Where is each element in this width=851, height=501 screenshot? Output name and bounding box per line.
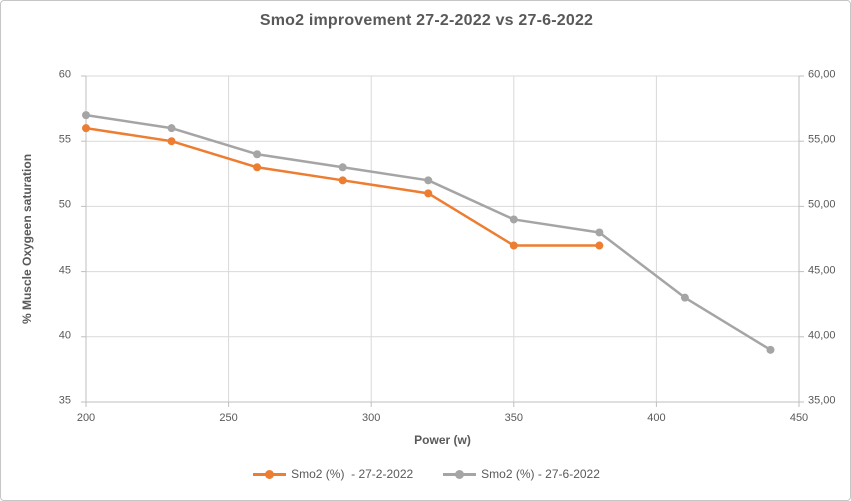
y-axis-tick-label-left: 35 (58, 394, 71, 407)
data-point-marker (595, 241, 604, 250)
data-point-marker (338, 163, 347, 172)
legend-line-marker-icon (443, 469, 477, 479)
y-axis-tick-label-right: 50,00 (808, 198, 836, 211)
legend-item: Smo2 (%) - 27-2-2022 (253, 467, 413, 481)
y-axis-tick-label-left: 60 (58, 68, 71, 81)
x-axis-tick-label: 400 (647, 412, 666, 424)
x-axis-tick-label: 200 (76, 412, 96, 424)
x-axis-tick-label: 350 (504, 412, 523, 424)
data-point-marker (424, 176, 433, 185)
data-point-marker (509, 241, 518, 250)
legend-item: Smo2 (%) - 27-6-2022 (443, 467, 600, 481)
y-axis-tick-label-left: 50 (58, 198, 71, 211)
chart-title: Smo2 improvement 27-2-2022 vs 27-6-2022 (259, 12, 594, 29)
x-axis-tick-label: 300 (362, 412, 381, 424)
y-axis-tick-label-right: 35,00 (808, 394, 836, 407)
y-axis-tick-label-left: 45 (58, 264, 71, 277)
data-point-marker (338, 176, 347, 185)
data-point-marker (167, 137, 176, 146)
series-line (84, 113, 772, 352)
y-axis-tick-label-right: 45,00 (808, 264, 836, 277)
y-axis-tick-label-right: 60,00 (808, 68, 836, 81)
legend: Smo2 (%) - 27-2-2022 Smo2 (%) - 27-6-2022 (1, 467, 850, 481)
data-point-marker (680, 293, 689, 302)
data-point-marker (766, 345, 775, 354)
y-axis-tick-label-left: 40 (58, 329, 71, 342)
y-axis-tick-label-right: 40,00 (808, 329, 836, 342)
x-axis-title: Power (w) (414, 433, 471, 447)
legend-marker-dot (265, 469, 275, 479)
y-axis-title: % Muscle Oxygeen saturation (20, 153, 34, 325)
data-point-marker (82, 124, 90, 133)
legend-marker-dot (455, 469, 465, 479)
y-axis-tick-label-left: 55 (58, 133, 71, 146)
series-line (84, 126, 601, 247)
data-point-marker (167, 124, 176, 133)
legend-line-marker-icon (253, 469, 287, 479)
data-point-marker (82, 111, 90, 120)
legend-label: Smo2 (%) - 27-6-2022 (481, 467, 600, 481)
x-axis-tick-label: 450 (789, 412, 809, 424)
x-axis-tick-label: 250 (219, 412, 238, 424)
data-point-marker (253, 163, 262, 172)
data-point-marker (253, 150, 262, 159)
y-axis-tick-label-right: 55,00 (808, 133, 836, 146)
data-point-marker (509, 215, 518, 224)
data-point-marker (424, 189, 433, 198)
data-point-marker (595, 228, 604, 237)
legend-label: Smo2 (%) - 27-2-2022 (291, 467, 414, 481)
